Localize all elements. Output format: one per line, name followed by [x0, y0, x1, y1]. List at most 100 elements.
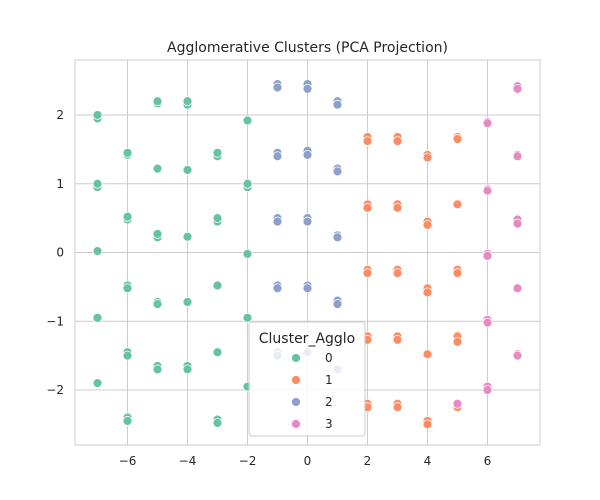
data-point: [152, 96, 163, 107]
data-point: [212, 213, 223, 224]
data-point: [362, 268, 373, 279]
data-point: [182, 165, 193, 175]
data-point: [392, 136, 403, 147]
data-point: [122, 283, 133, 294]
data-point: [182, 231, 193, 242]
plot-frame: [74, 59, 541, 446]
data-point: [92, 312, 103, 323]
legend-title: Cluster_Agglo: [259, 331, 356, 347]
x-tick-label: 0: [304, 454, 312, 468]
data-point: [482, 118, 493, 129]
data-point: [332, 299, 343, 309]
data-point: [512, 151, 523, 162]
data-point: [182, 96, 193, 107]
data-point: [92, 110, 103, 120]
data-point: [422, 287, 433, 298]
data-point: [302, 216, 313, 227]
data-point: [242, 178, 253, 189]
data-point: [302, 149, 313, 160]
data-point: [92, 178, 103, 189]
data-point: [92, 378, 103, 389]
y-tick-label: 2: [56, 108, 64, 122]
x-tick-label: −6: [119, 454, 137, 468]
data-point: [422, 349, 433, 360]
data-point: [302, 83, 313, 94]
legend-marker: [291, 397, 301, 407]
data-point: [272, 151, 283, 162]
legend-label: 3: [325, 417, 333, 431]
legend-box: [248, 321, 366, 437]
data-point: [482, 317, 493, 328]
legend-marker: [291, 353, 301, 363]
legend-label: 2: [325, 395, 333, 409]
series-3: [452, 81, 523, 409]
data-point: [422, 220, 433, 230]
data-point: [452, 336, 463, 347]
data-point: [332, 166, 343, 177]
data-point: [212, 418, 223, 428]
data-point: [482, 251, 493, 261]
data-point: [242, 312, 253, 323]
data-point: [302, 283, 313, 294]
legend-marker: [291, 419, 301, 429]
data-point: [422, 419, 433, 430]
data-points: [92, 79, 523, 430]
data-point: [512, 283, 523, 294]
data-point: [122, 350, 133, 361]
data-point: [272, 82, 283, 93]
data-point: [482, 185, 493, 196]
data-point: [332, 99, 343, 110]
data-point: [212, 280, 223, 291]
data-point: [122, 211, 133, 222]
data-point: [512, 83, 523, 94]
x-tick-label: 6: [484, 454, 492, 468]
data-point: [272, 216, 283, 227]
tick-labels: −6 −4 −2 0 2 4 6 −2 −1 0 1 2: [46, 108, 491, 468]
data-point: [212, 347, 223, 358]
data-point: [152, 299, 163, 309]
data-point: [392, 402, 403, 413]
y-tick-label: 0: [56, 246, 64, 260]
data-point: [242, 248, 253, 259]
data-point: [392, 202, 403, 213]
data-point: [452, 134, 463, 144]
legend-label: 1: [325, 373, 333, 387]
data-point: [212, 147, 223, 158]
legend-marker: [291, 375, 301, 385]
data-point: [452, 268, 463, 279]
chart-title: Agglomerative Clusters (PCA Projection): [167, 40, 448, 56]
data-point: [92, 246, 103, 257]
x-tick-label: −2: [239, 454, 257, 468]
data-point: [512, 218, 523, 229]
y-tick-label: −1: [46, 314, 64, 328]
data-point: [362, 136, 373, 147]
data-point: [242, 115, 253, 126]
x-tick-label: −4: [179, 454, 197, 468]
data-point: [152, 229, 163, 239]
data-point: [422, 152, 433, 163]
data-point: [272, 283, 283, 294]
legend-entries: 0 1 2 3: [291, 351, 333, 431]
y-tick-label: −2: [46, 383, 64, 397]
data-point: [512, 350, 523, 361]
data-point: [392, 334, 403, 345]
data-point: [152, 163, 163, 174]
data-point: [452, 199, 463, 210]
data-point: [482, 385, 493, 395]
data-point: [182, 297, 193, 307]
data-point: [362, 202, 373, 213]
data-point: [392, 268, 403, 279]
x-tick-label: 4: [424, 454, 432, 468]
data-point: [122, 416, 133, 426]
data-point: [182, 364, 193, 375]
legend: Cluster_Agglo 0 1 2 3: [248, 321, 366, 437]
data-point: [152, 364, 163, 375]
legend-label: 0: [325, 351, 333, 365]
data-point: [452, 398, 463, 409]
data-point: [122, 147, 133, 158]
series-0: [92, 96, 253, 428]
data-point: [332, 232, 343, 243]
y-tick-label: 1: [56, 177, 64, 191]
